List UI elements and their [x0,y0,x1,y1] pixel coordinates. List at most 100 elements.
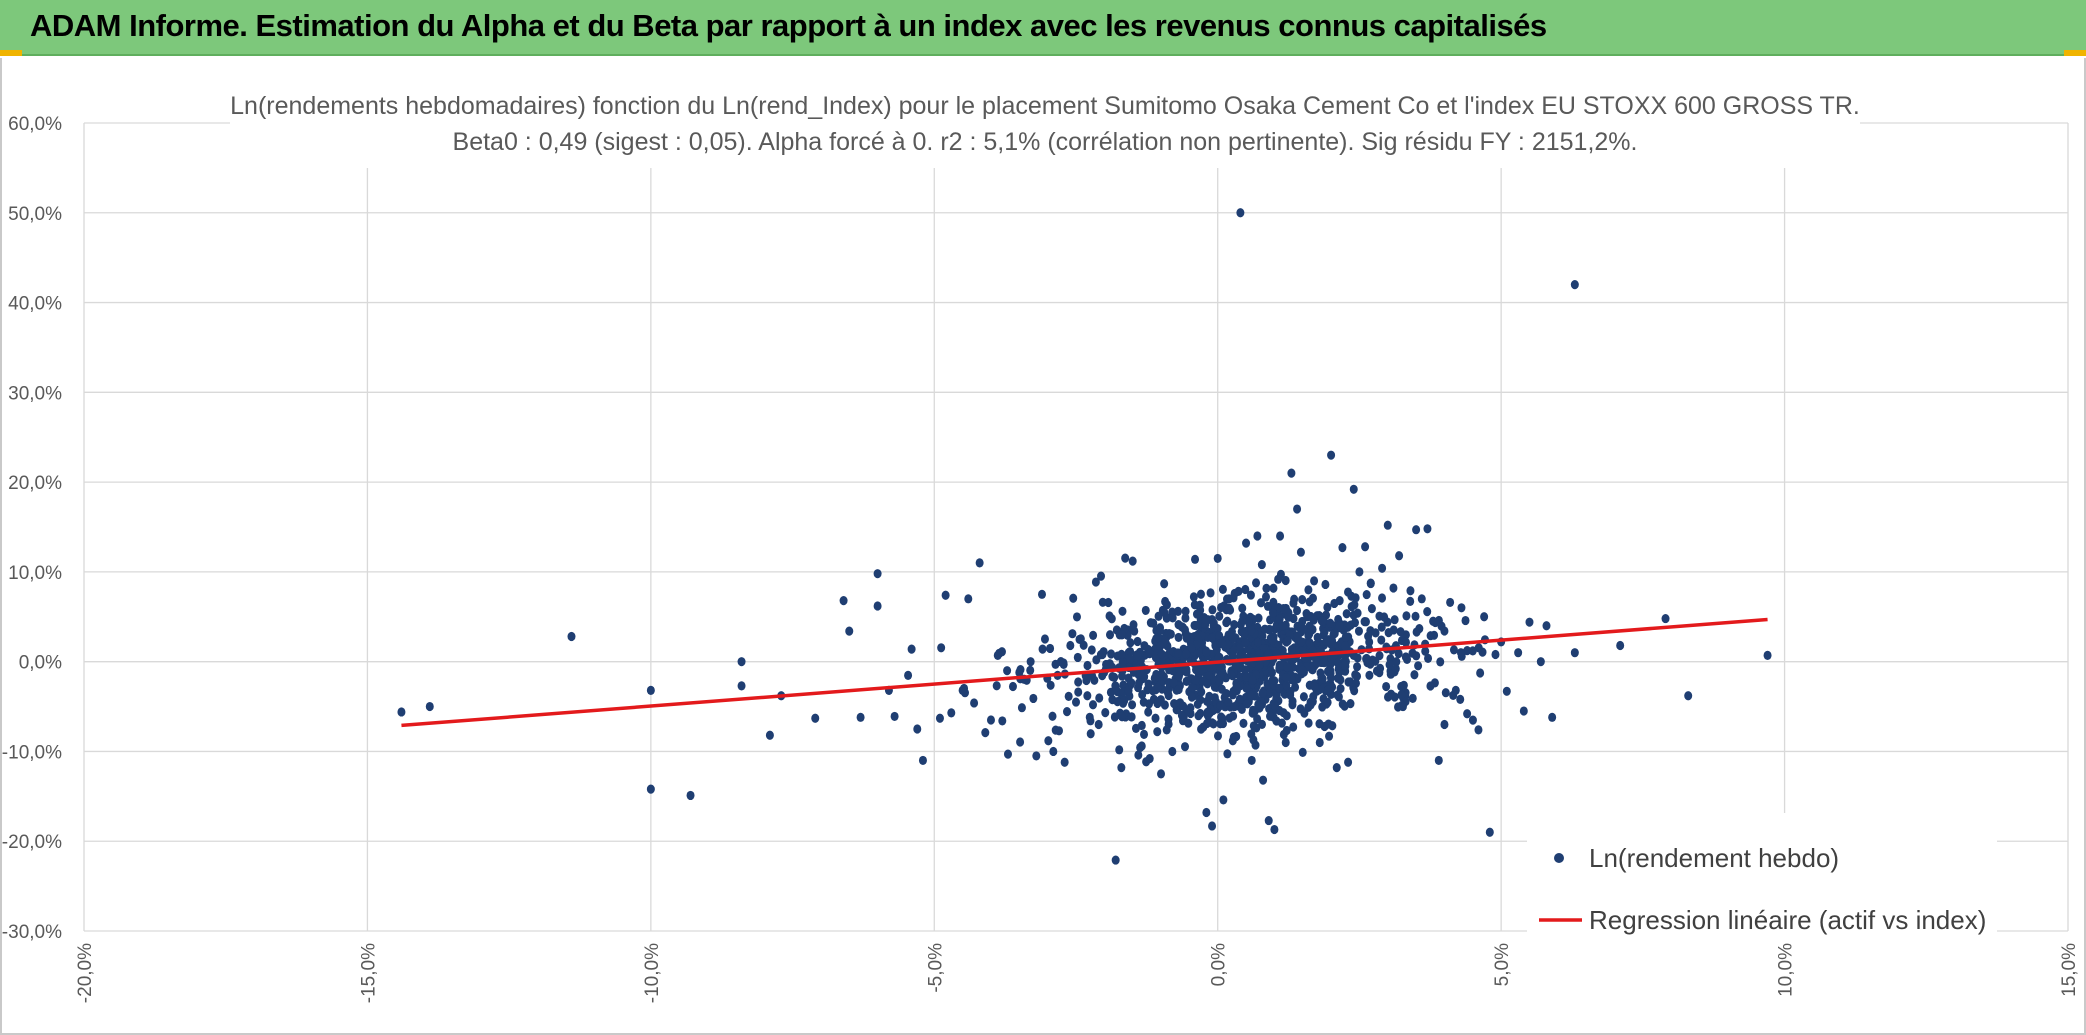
scatter-point [958,685,967,695]
scatter-point [1207,633,1216,643]
scatter-point [1074,677,1083,687]
scatter-point [1095,693,1104,703]
scatter-point [1322,636,1331,646]
y-axis-ticks: 60,0% 50,0% 40,0% 30,0% 20,0% 10,0% 0,0% -10,0%… [2,114,62,943]
scatter-point [907,644,916,654]
scatter-point [1264,815,1273,826]
scatter-point [1268,608,1277,618]
scatter-point [1384,628,1393,638]
scatter-point [1281,575,1290,586]
x-tick-label: 10,0% [1776,943,1797,997]
scatter-point [1350,686,1359,696]
scatter-point [1128,556,1137,566]
scatter-point [1542,621,1551,631]
scatter-point [1468,715,1477,725]
scatter-point [1298,665,1307,675]
scatter-point [1366,578,1375,589]
scatter-point [1461,615,1470,626]
scatter-point [1255,660,1264,670]
chart-titles: Ln(rendements hebdomadaires) fonction du… [230,88,1860,168]
scatter-point [1145,649,1154,659]
scatter-point [1068,629,1077,639]
scatter-point [1255,649,1264,659]
scatter-point [1091,577,1100,587]
scatter-point [1157,649,1166,659]
scatter-point [1227,670,1236,680]
scatter-point [1238,603,1247,613]
scatter-point [1257,598,1266,608]
scatter-point [1224,639,1233,650]
chart-legend: Ln(rendement hebdo) Regression linéaire … [1527,813,1997,943]
scatter-point [1323,697,1332,707]
scatter-point [1126,638,1135,648]
scatter-point [1049,746,1058,757]
scatter-point [1206,662,1215,672]
scatter-point [1128,700,1137,710]
scatter-point [1396,627,1405,637]
scatter-point [1377,635,1386,645]
scatter-point [1282,725,1291,736]
scatter-point [1219,795,1228,805]
scatter-point [1457,603,1466,613]
scatter-point [1456,648,1465,658]
scatter-point [1274,574,1283,584]
scatter-point [1188,682,1197,692]
scatter-point [941,590,950,600]
scatter-point [1243,699,1252,709]
scatter-point [1089,630,1098,640]
scatter-point [1107,649,1116,659]
scatter-point [1230,620,1239,630]
scatter-point [1570,648,1579,658]
scatter-point [1026,665,1035,675]
scatter-point [1354,626,1363,636]
scatter-point [1137,741,1146,751]
scatter-point [1284,612,1293,622]
scatter-point [1228,690,1237,700]
scatter-point [1320,658,1329,668]
scatter-point [1149,618,1158,628]
scatter-point [981,727,990,738]
scatter-point [1281,737,1290,748]
data-points [397,208,1772,865]
scatter-point [1085,712,1094,722]
scatter-point [1236,672,1245,682]
scatter-point [1429,616,1438,626]
scatter-point [1326,668,1335,678]
scatter-point [1107,614,1116,624]
scatter-point [1320,627,1329,638]
scatter-point [1258,688,1267,698]
scatter-point [1082,675,1091,686]
chart-subtitle: Beta0 : 0,49 (sigest : 0,05). Alpha forc… [453,128,1638,156]
grid-lines [83,122,2069,932]
scatter-point [1060,757,1069,767]
scatter-point [1182,649,1191,659]
scatter-point [1344,757,1353,767]
scatter-point [1282,662,1291,672]
scatter-point [1191,675,1200,685]
scatter-point [1187,692,1196,702]
scatter-point [1395,551,1404,561]
scatter-point [1223,749,1232,759]
scatter-point [1293,631,1302,641]
scatter-point [1616,640,1625,651]
scatter-point [567,631,576,642]
scatter-point [1406,596,1415,606]
scatter-point [1399,680,1408,690]
scatter-point [1131,723,1140,733]
scatter-point [993,650,1002,661]
y-tick-label: -30,0% [2,922,62,943]
scatter-point [1181,742,1190,752]
scatter-point [1304,718,1313,728]
scatter-point [1468,646,1477,656]
scatter-point [1327,450,1336,460]
scatter-point [1237,704,1246,714]
scatter-point [1426,631,1435,641]
scatter-point [1410,670,1419,680]
scatter-point [890,711,899,722]
scatter-point [1196,708,1205,719]
scatter-point [1098,649,1107,660]
scatter-point [1451,685,1460,695]
scatter-point [1262,583,1271,594]
scatter-point [1519,706,1528,716]
